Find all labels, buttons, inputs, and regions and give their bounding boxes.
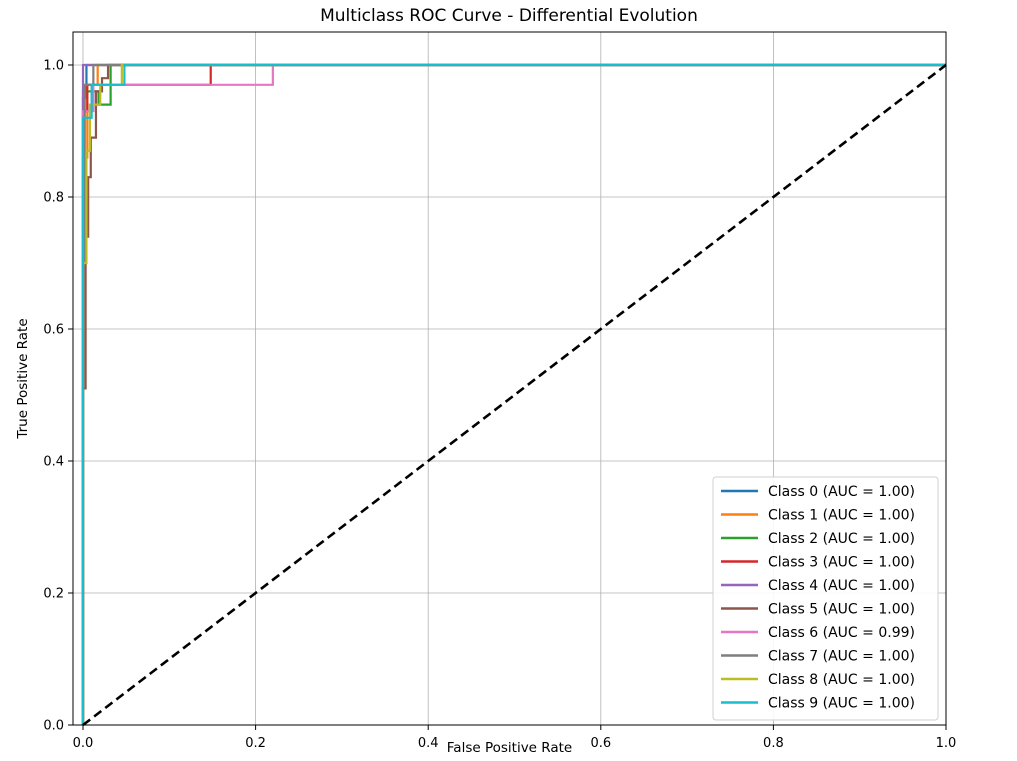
- series-layer: [81, 63, 946, 725]
- x-tick-label: 0.4: [418, 736, 439, 751]
- legend-entry-class-1: Class 1 (AUC = 1.00): [768, 508, 915, 524]
- x-tick-label: 0.0: [73, 736, 94, 751]
- y-tick-label: 0.2: [43, 587, 64, 602]
- legend: Class 0 (AUC = 1.00) Class 1 (AUC = 1.00)…: [712, 476, 939, 721]
- legend-entry-class-6: Class 6 (AUC = 0.99): [768, 625, 915, 641]
- legend-entry-class-0: Class 0 (AUC = 1.00): [768, 484, 915, 500]
- roc-line-class-8: [81, 63, 946, 725]
- x-axis-ticks: 0.0 0.2 0.4 0.6 0.8 1.0: [73, 725, 957, 751]
- roc-line-class-9: [81, 63, 946, 725]
- legend-entry-class-4: Class 4 (AUC = 1.00): [768, 578, 915, 594]
- y-tick-label: 0.8: [43, 191, 64, 206]
- y-tick-label: 0.0: [43, 719, 64, 734]
- plot-area-frame: [72, 31, 947, 726]
- x-tick-label: 1.0: [936, 736, 957, 751]
- legend-entry-class-8: Class 8 (AUC = 1.00): [768, 672, 915, 688]
- y-axis-ticks: 0.0 0.2 0.4 0.6 0.8 1.0: [43, 59, 73, 734]
- y-tick-label: 0.4: [43, 455, 64, 470]
- y-tick-label: 1.0: [43, 59, 64, 74]
- legend-entry-class-2: Class 2 (AUC = 1.00): [768, 531, 915, 547]
- x-tick-label: 0.6: [590, 736, 611, 751]
- y-axis-label: True Positive Rate: [15, 318, 31, 439]
- chart-title: Multiclass ROC Curve - Differential Evol…: [320, 6, 698, 26]
- legend-entry-class-9: Class 9 (AUC = 1.00): [768, 696, 915, 712]
- legend-entry-class-7: Class 7 (AUC = 1.00): [768, 649, 915, 665]
- x-axis-label: False Positive Rate: [447, 740, 572, 756]
- x-tick-label: 0.2: [245, 736, 266, 751]
- legend-box: [712, 476, 939, 721]
- legend-entry-class-3: Class 3 (AUC = 1.00): [768, 555, 915, 571]
- legend-entry-class-5: Class 5 (AUC = 1.00): [768, 602, 915, 618]
- x-tick-label: 0.8: [763, 736, 784, 751]
- y-tick-label: 0.6: [43, 323, 64, 338]
